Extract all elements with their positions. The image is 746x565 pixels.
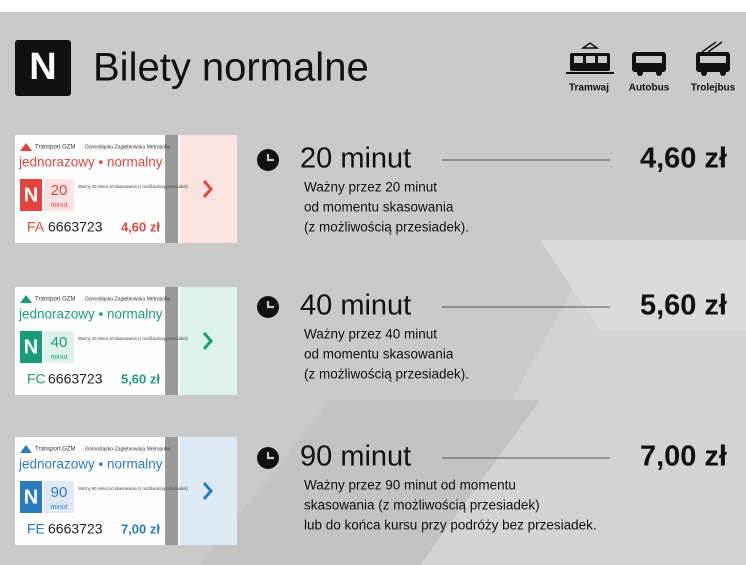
ticket-badge: N	[24, 486, 38, 508]
ticket-stub	[180, 437, 237, 545]
vehicle-label: Trolejbus	[691, 83, 736, 94]
ticket-unit: minut	[50, 504, 67, 511]
ticket-badge: N	[24, 184, 38, 206]
ticket-number: 6663723	[48, 219, 103, 235]
page: {"header": {"badge": "N", "title": "Bile…	[0, 0, 746, 565]
header-badge: N	[29, 46, 56, 88]
ticket-series: FE	[27, 521, 45, 537]
ticket-number: 6663723	[48, 371, 103, 387]
description-line: skasowania (z możliwością przesiadek)	[304, 498, 540, 513]
description-line: Ważny przez 40 minut	[304, 327, 437, 342]
ticket-badge: N	[24, 336, 38, 358]
price: 5,60 zł	[640, 290, 727, 322]
ticket-region: Górnośląsko-Zagłębiowska Metropolia	[85, 296, 170, 302]
description-line: lub do końca kursu przy podróży bez prze…	[304, 518, 597, 533]
ticket-series: FC	[27, 371, 46, 387]
ticket-unit: minut	[50, 354, 67, 361]
description-line: Ważny przez 90 minut od momentu	[304, 478, 516, 493]
description-line: od momentu skasowania	[304, 200, 454, 215]
description-line: (z możliwością przesiadek).	[304, 220, 469, 235]
ticket-minutes: 90	[51, 484, 68, 501]
price: 4,60 zł	[640, 143, 727, 175]
ticket-price: 5,60 zł	[121, 371, 160, 386]
vehicle-label: Autobus	[629, 83, 670, 94]
ticket-price: 7,00 zł	[121, 521, 160, 536]
ticket-operator: Transport GZM	[35, 145, 75, 151]
ticket-operator: Transport GZM	[35, 447, 75, 453]
ticket-stub	[180, 135, 237, 243]
ticket: Transport GZM Górnośląsko-Zagłębiowska Me…	[15, 287, 237, 395]
header-title: Bilety normalne	[93, 46, 369, 90]
duration: 20 minut	[300, 143, 411, 175]
ticket-number: 6663723	[48, 521, 103, 537]
description-line: od momentu skasowania	[304, 347, 454, 362]
ticket-operator: Transport GZM	[35, 297, 75, 303]
duration: 40 minut	[300, 290, 411, 322]
ticket-title: jednorazowy • normalny	[18, 307, 163, 322]
price: 7,00 zł	[640, 441, 727, 473]
ticket-validity: Ważny 90 minut od skasowania (z możliwoś…	[78, 486, 189, 491]
ticket: Transport GZM Górnośląsko-Zagłębiowska Me…	[15, 437, 237, 545]
ticket: Transport GZM Górnośląsko-Zagłębiowska Me…	[15, 135, 237, 243]
ticket-minutes: 20	[51, 182, 68, 199]
duration: 90 minut	[300, 441, 411, 473]
ticket-validity: Ważny 40 minut od skasowania (z możliwoś…	[78, 336, 189, 341]
vehicle-label: Tramwaj	[569, 83, 609, 94]
ticket-minutes: 40	[51, 334, 68, 351]
ticket-title: jednorazowy • normalny	[18, 155, 163, 170]
ticket-title: jednorazowy • normalny	[18, 457, 163, 472]
ticket-region: Górnośląsko-Zagłębiowska Metropolia	[85, 446, 170, 452]
description-line: Ważny przez 20 minut	[304, 180, 437, 195]
description-line: (z możliwością przesiadek).	[304, 367, 469, 382]
poster: N Bilety normalne Tramwaj Autobus Trolej…	[0, 0, 746, 565]
ticket-validity: Ważny 20 minut od skasowania (z możliwoś…	[78, 184, 189, 189]
ticket-region: Górnośląsko-Zagłębiowska Metropolia	[85, 144, 170, 150]
ticket-unit: minut	[50, 202, 67, 209]
ticket-stub	[180, 287, 237, 395]
top-margin	[0, 0, 746, 12]
ticket-series: FA	[27, 219, 45, 235]
ticket-price: 4,60 zł	[121, 219, 160, 234]
